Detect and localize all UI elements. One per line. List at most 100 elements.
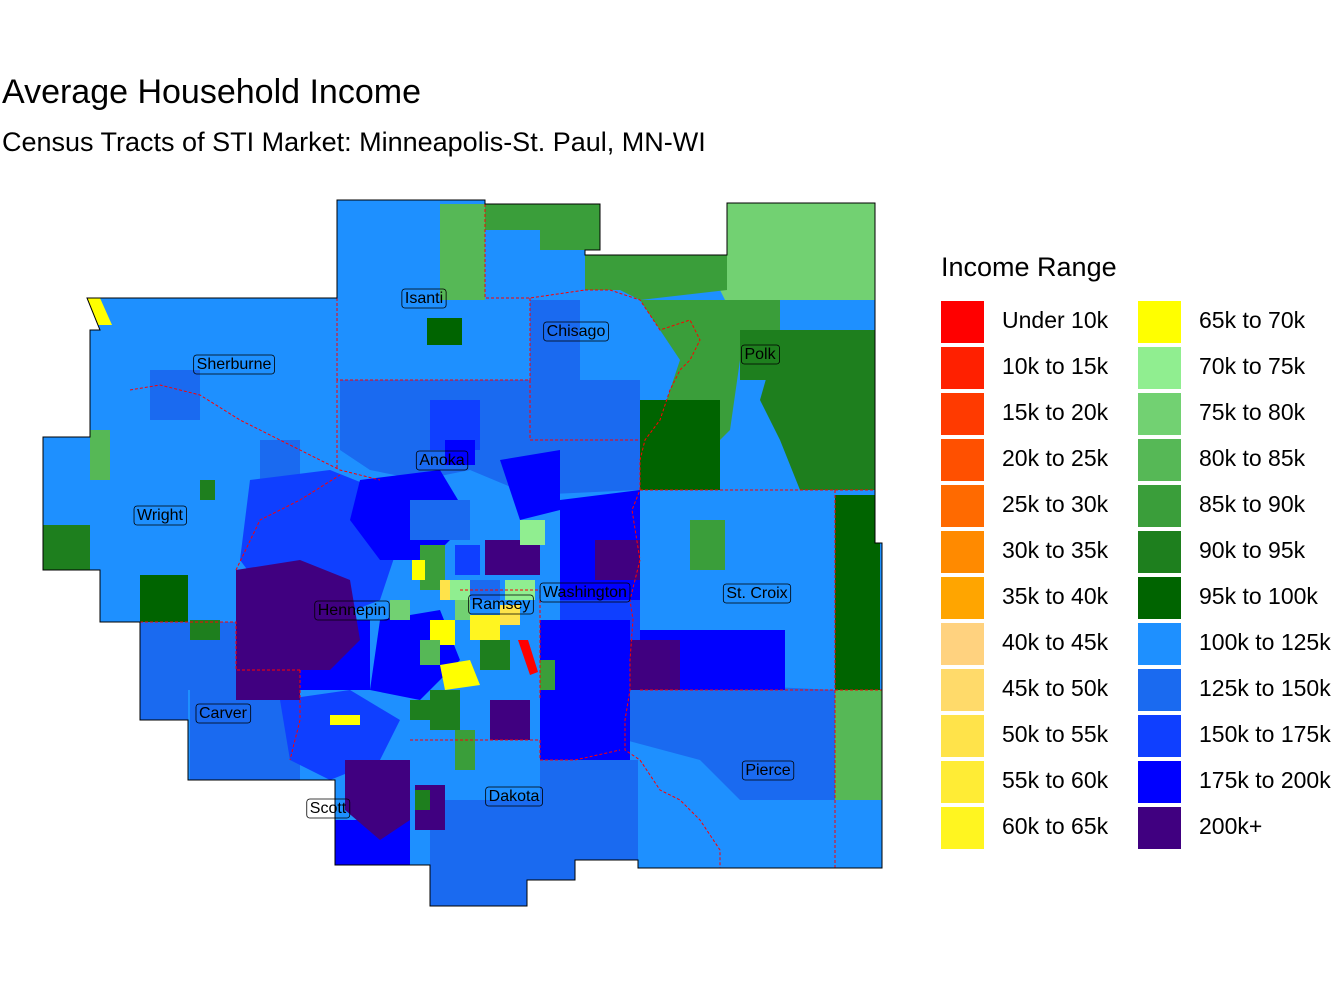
legend-item: 45k to 50k <box>941 669 1146 715</box>
legend-item: 100k to 125k <box>1138 623 1343 669</box>
legend-swatch <box>1138 761 1181 803</box>
svg-text:Washington: Washington <box>543 584 627 601</box>
svg-text:Scott: Scott <box>310 800 347 817</box>
svg-text:Polk: Polk <box>744 346 776 363</box>
legend-item: 50k to 55k <box>941 715 1146 761</box>
legend-label: 45k to 50k <box>1002 675 1109 701</box>
svg-text:Hennepin: Hennepin <box>318 602 387 619</box>
legend-label: 100k to 125k <box>1199 629 1331 655</box>
svg-text:Chisago: Chisago <box>547 323 606 340</box>
legend-item: 25k to 30k <box>941 485 1146 531</box>
county-label-isanti: Isanti <box>401 288 447 309</box>
legend-swatch <box>941 715 984 757</box>
legend-item: Under 10k <box>941 301 1146 347</box>
svg-text:Anoka: Anoka <box>419 452 464 469</box>
legend-label: 150k to 175k <box>1199 721 1331 747</box>
legend-item: 10k to 15k <box>941 347 1146 393</box>
legend-label: 15k to 20k <box>1002 399 1109 425</box>
legend-item: 90k to 95k <box>1138 531 1343 577</box>
legend-swatch <box>1138 807 1181 849</box>
county-label-anoka: Anoka <box>415 450 469 471</box>
legend-label: 80k to 85k <box>1199 445 1306 471</box>
svg-text:St. Croix: St. Croix <box>726 585 787 602</box>
legend-label: 175k to 200k <box>1199 767 1331 793</box>
legend-swatch <box>1138 347 1181 389</box>
legend-swatch <box>941 347 984 389</box>
legend-label: 20k to 25k <box>1002 445 1109 471</box>
legend-label: 125k to 150k <box>1199 675 1331 701</box>
legend-label: 60k to 65k <box>1002 813 1109 839</box>
legend-swatch <box>1138 485 1181 527</box>
county-label-sherburne: Sherburne <box>193 354 275 375</box>
legend-label: 30k to 35k <box>1002 537 1109 563</box>
legend-item: 60k to 65k <box>941 807 1146 853</box>
legend-label: 50k to 55k <box>1002 721 1109 747</box>
svg-text:Sherburne: Sherburne <box>197 356 272 373</box>
legend-label: 95k to 100k <box>1199 583 1318 609</box>
county-label-ramsey: Ramsey <box>468 594 534 615</box>
legend-swatch <box>1138 439 1181 481</box>
legend-swatch <box>941 439 984 481</box>
county-label-chisago: Chisago <box>543 321 609 342</box>
legend-item: 35k to 40k <box>941 577 1146 623</box>
legend-column-2: 65k to 70k 70k to 75k 75k to 80k 80k to 85k… <box>1138 301 1343 853</box>
legend-swatch <box>1138 577 1181 619</box>
legend-item: 30k to 35k <box>941 531 1146 577</box>
legend-column-1: Under 10k 10k to 15k 15k to 20k 20k to 25k 2… <box>941 301 1146 853</box>
legend-swatch <box>1138 623 1181 665</box>
legend-swatch <box>941 301 984 343</box>
county-label-st-croix: St. Croix <box>722 583 792 604</box>
map-subtitle: Census Tracts of STI Market: Minneapolis… <box>2 127 706 157</box>
legend-label: 200k+ <box>1199 813 1263 839</box>
legend-item: 125k to 150k <box>1138 669 1343 715</box>
legend-swatch <box>941 623 984 665</box>
county-label-polk: Polk <box>741 344 780 365</box>
legend-swatch <box>1138 531 1181 573</box>
county-label-pierce: Pierce <box>741 760 795 781</box>
state-boundary <box>585 289 721 868</box>
legend-swatch <box>941 669 984 711</box>
legend-label: 90k to 95k <box>1199 537 1306 563</box>
legend-label: 10k to 15k <box>1002 353 1109 379</box>
legend-swatch <box>941 485 984 527</box>
legend-item: 15k to 20k <box>941 393 1146 439</box>
legend-label: 35k to 40k <box>1002 583 1109 609</box>
legend-label: 65k to 70k <box>1199 307 1306 333</box>
legend-swatch <box>1138 715 1181 757</box>
legend-item: 175k to 200k <box>1138 761 1343 807</box>
county-label-dakota: Dakota <box>485 786 543 807</box>
legend-item: 150k to 175k <box>1138 715 1343 761</box>
legend-label: 55k to 60k <box>1002 767 1109 793</box>
county-label-scott: Scott <box>306 798 351 819</box>
legend-swatch <box>941 531 984 573</box>
legend-item: 95k to 100k <box>1138 577 1343 623</box>
legend-swatch <box>1138 393 1181 435</box>
legend-swatch <box>941 807 984 849</box>
legend-label: 75k to 80k <box>1199 399 1306 425</box>
legend-swatch <box>1138 301 1181 343</box>
legend-item: 20k to 25k <box>941 439 1146 485</box>
legend-label: 70k to 75k <box>1199 353 1306 379</box>
county-label-washington: Washington <box>539 582 631 603</box>
svg-text:Isanti: Isanti <box>405 290 443 307</box>
market-outline <box>42 199 883 907</box>
legend-item: 40k to 45k <box>941 623 1146 669</box>
legend-item: 65k to 70k <box>1138 301 1343 347</box>
choropleth-map: Isanti Chisago Sherburne Polk Anoka Wright Was… <box>42 199 883 907</box>
legend-swatch <box>1138 669 1181 711</box>
county-label-hennepin: Hennepin <box>314 600 390 621</box>
legend-swatch <box>941 761 984 803</box>
county-label-wright: Wright <box>133 505 187 526</box>
map-title: Average Household Income <box>2 73 421 111</box>
legend-label: Under 10k <box>1002 307 1109 333</box>
legend-item: 55k to 60k <box>941 761 1146 807</box>
legend-item: 70k to 75k <box>1138 347 1343 393</box>
svg-text:Ramsey: Ramsey <box>472 596 531 613</box>
svg-text:Wright: Wright <box>137 507 183 524</box>
legend-item: 75k to 80k <box>1138 393 1343 439</box>
legend-item: 85k to 90k <box>1138 485 1343 531</box>
legend-item: 200k+ <box>1138 807 1343 853</box>
legend-title: Income Range <box>941 252 1117 282</box>
legend-swatch <box>941 577 984 619</box>
legend-item: 80k to 85k <box>1138 439 1343 485</box>
